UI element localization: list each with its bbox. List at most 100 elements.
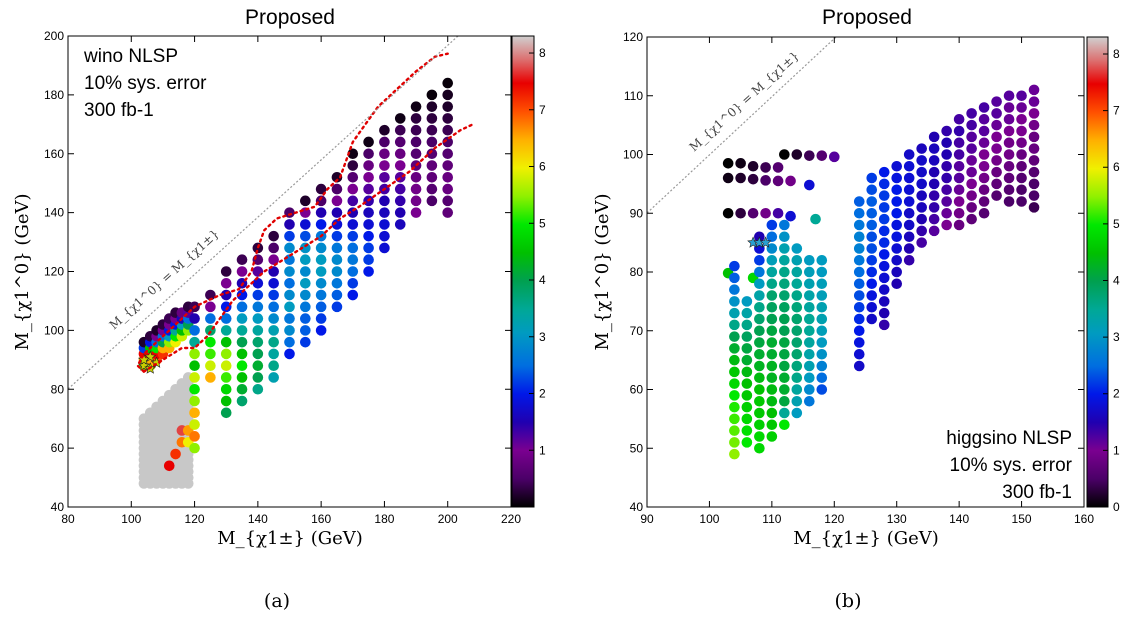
data-point: [252, 372, 264, 383]
data-point: [953, 125, 965, 137]
data-point: [741, 437, 753, 448]
data-point: [1028, 202, 1040, 213]
data-point: [347, 160, 359, 171]
data-point: [779, 419, 790, 431]
data-point: [878, 202, 890, 213]
data-point: [205, 289, 216, 301]
data-point: [426, 113, 438, 124]
data-point: [866, 231, 878, 243]
data-point: [941, 160, 952, 172]
data-point: [978, 113, 990, 125]
colorbar-tick-label: 1: [1113, 443, 1120, 457]
data-point: [966, 202, 977, 213]
data-point: [741, 307, 753, 319]
data-point: [347, 289, 359, 301]
data-point: [252, 325, 264, 336]
data-point: [978, 184, 990, 196]
data-point: [331, 277, 343, 289]
data-point: [754, 348, 765, 360]
data-point: [410, 195, 422, 207]
data-point: [1016, 184, 1027, 196]
panel-b-annotation-line-1: higgsino NLSP: [946, 428, 1072, 449]
data-point: [791, 243, 803, 254]
data-point: [941, 196, 952, 207]
data-point: [941, 184, 952, 196]
data-point: [1016, 172, 1027, 184]
data-point: [754, 407, 765, 419]
data-point: [953, 207, 965, 219]
data-point: [878, 260, 890, 272]
data-point: [978, 149, 990, 160]
data-point: [252, 313, 264, 324]
data-point: [410, 172, 422, 183]
data-point: [941, 172, 952, 184]
data-point: [379, 124, 390, 136]
data-point: [331, 301, 343, 313]
colorbar-tick-label: 7: [1113, 104, 1120, 118]
data-point: [754, 290, 765, 301]
data-point: [754, 278, 765, 290]
data-point: [766, 431, 778, 442]
y-tick-label: 120: [44, 265, 64, 279]
data-point: [1003, 160, 1015, 172]
x-tick-label: 200: [438, 512, 458, 526]
data-point: [766, 337, 778, 348]
data-point: [779, 219, 790, 231]
data-point: [331, 266, 343, 277]
panel-a-annotation: wino NLSP 10% sys. error 300 fb-1: [83, 46, 207, 121]
data-point: [315, 207, 327, 218]
data-point: [442, 77, 454, 89]
data-point: [236, 372, 248, 383]
data-point: [189, 442, 200, 454]
data-point: [284, 277, 295, 289]
colorbar-tick-label: 5: [539, 216, 546, 230]
benchmark-star: [137, 353, 150, 365]
data-point: [760, 162, 771, 173]
data-point: [741, 413, 753, 425]
data-point: [810, 213, 821, 225]
data-point: [363, 266, 374, 277]
exclusion-contour: [142, 123, 475, 373]
data-point: [1028, 166, 1040, 178]
data-point: [916, 143, 927, 154]
data-point: [991, 155, 1002, 166]
data-point: [878, 284, 890, 295]
data-point: [331, 254, 343, 266]
data-point: [426, 136, 438, 148]
data-point: [866, 243, 878, 254]
panel-a-colorbar-ticks: 1 2 3 4 5 6 7 8: [529, 46, 546, 457]
data-point: [953, 219, 965, 231]
data-point: [284, 325, 295, 336]
data-point: [991, 131, 1002, 143]
panel-a-x-ticks: 80 100 120 140 160 180 200 220: [61, 36, 521, 526]
data-point: [754, 442, 765, 454]
data-point: [966, 190, 977, 201]
data-point: [268, 313, 279, 324]
data-point: [878, 178, 890, 190]
data-point: [363, 230, 374, 242]
data-point: [379, 219, 390, 230]
data-point: [284, 219, 295, 230]
data-point: [903, 254, 915, 266]
data-point: [284, 348, 295, 360]
data-point: [754, 384, 765, 395]
data-point: [394, 113, 406, 124]
data-point: [315, 289, 327, 301]
data-point: [722, 172, 734, 184]
x-tick-label: 140: [248, 512, 268, 526]
data-point: [791, 372, 803, 384]
data-point: [300, 230, 311, 242]
data-point: [300, 277, 311, 289]
colorbar-tick-label: 4: [1113, 273, 1120, 287]
data-point: [315, 313, 327, 324]
data-point: [252, 336, 264, 348]
data-point: [779, 384, 790, 395]
data-point: [379, 242, 390, 254]
data-point: [916, 237, 927, 248]
colorbar-tick-label: 0: [1113, 500, 1120, 514]
data-point: [878, 190, 890, 201]
data-point: [928, 155, 940, 166]
data-point: [791, 290, 803, 301]
data-point: [189, 372, 200, 383]
